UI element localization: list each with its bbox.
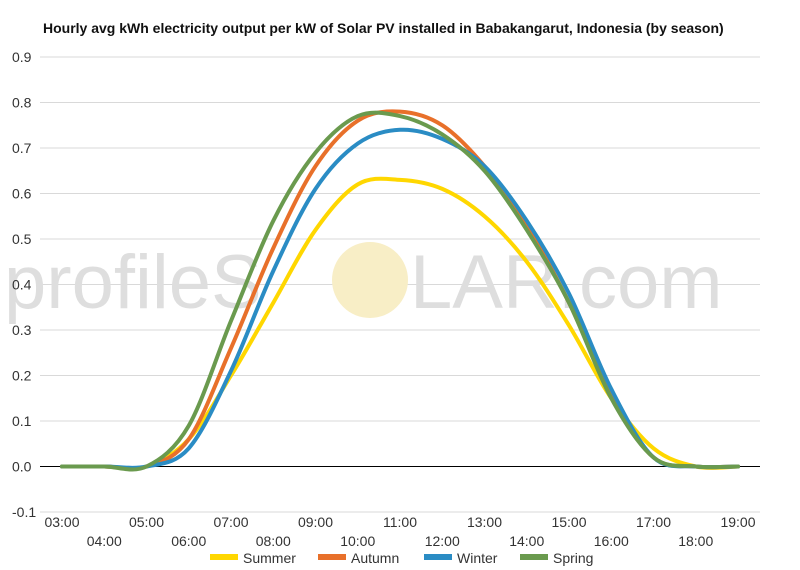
series-line-spring: [60, 110, 740, 472]
x-tick-label: 10:00: [340, 533, 375, 549]
legend-label-spring: Spring: [553, 550, 593, 566]
y-tick-label: 0.5: [12, 231, 32, 247]
watermark-right-text: LAR.com: [410, 240, 723, 325]
x-tick-label: 13:00: [467, 514, 502, 530]
legend-label-winter: Winter: [457, 550, 498, 566]
x-tick-label: 11:00: [383, 514, 417, 530]
x-tick-label: 06:00: [171, 533, 206, 549]
watermark-left-text: profileS: [4, 240, 262, 325]
legend-swatch-spring: [520, 554, 548, 560]
series-line-winter: [60, 127, 740, 470]
y-tick-label: 0.4: [12, 277, 32, 293]
x-tick-label: 15:00: [551, 514, 586, 530]
y-tick-label: 0.8: [12, 95, 32, 111]
y-tick-label: 0.1: [12, 413, 32, 429]
y-tick-label: -0.1: [12, 504, 36, 520]
legend: Summer Autumn Winter Spring: [210, 550, 593, 566]
legend-swatch-winter: [424, 554, 452, 560]
x-tick-label: 16:00: [594, 533, 629, 549]
y-tick-label: 0.9: [12, 49, 32, 65]
x-tick-label: 09:00: [298, 514, 333, 530]
series-lines: [60, 109, 740, 472]
y-tick-label: 0.6: [12, 186, 32, 202]
watermark: profileS LAR.com: [4, 240, 723, 325]
y-tick-label: 0.2: [12, 368, 32, 384]
legend-label-autumn: Autumn: [351, 550, 399, 566]
legend-label-summer: Summer: [243, 550, 296, 566]
y-tick-label: 0.7: [12, 140, 32, 156]
axes: -0.1 0.0 0.1 0.2 0.3 0.4 0.5 0.6 0.7 0.8 0.9 03:00 0…: [12, 49, 760, 549]
x-tick-label: 08:00: [256, 533, 291, 549]
x-tick-label: 07:00: [213, 514, 248, 530]
y-tick-label: 0.0: [12, 459, 32, 475]
chart-title: Hourly avg kWh electricity output per kW…: [43, 20, 724, 36]
x-tick-label: 19:00: [720, 514, 755, 530]
legend-swatch-autumn: [318, 554, 346, 560]
x-tick-label: 12:00: [425, 533, 460, 549]
legend-swatch-summer: [210, 554, 238, 560]
watermark-sun-logo: [332, 242, 408, 318]
x-tick-label: 17:00: [636, 514, 671, 530]
y-tick-label: 0.3: [12, 322, 32, 338]
x-tick-label: 03:00: [44, 514, 79, 530]
x-tick-label: 04:00: [87, 533, 122, 549]
x-tick-label: 18:00: [678, 533, 713, 549]
x-tick-label: 14:00: [509, 533, 544, 549]
x-tick-label: 05:00: [129, 514, 164, 530]
